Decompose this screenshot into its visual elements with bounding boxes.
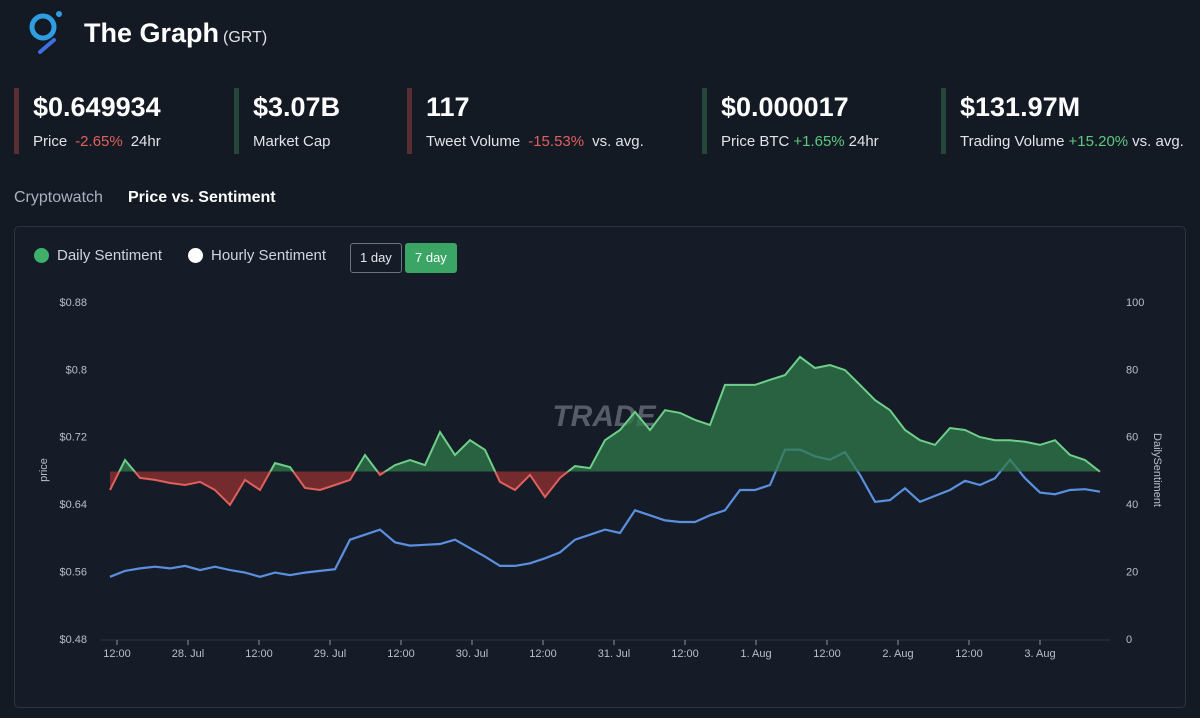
range-button-active[interactable]: 7 day	[405, 243, 457, 273]
stat-label-row: Price BTC +1.65% 24hr	[721, 133, 879, 150]
x-tick-label: 12:00	[529, 648, 557, 660]
stat-card: $0.649934 Price -2.65% 24hr	[14, 88, 161, 154]
x-tick-label: 31. Jul	[598, 648, 630, 660]
y2-tick-label: 20	[1126, 567, 1138, 579]
legend-label: Daily Sentiment	[57, 247, 163, 264]
range-button[interactable]: 1 day	[350, 243, 402, 273]
stat-value: $0.649934	[33, 92, 161, 122]
stat-card: $0.000017 Price BTC +1.65% 24hr	[702, 88, 879, 154]
legend-item: Daily Sentiment	[34, 247, 162, 264]
x-tick-label: 2. Aug	[882, 648, 913, 660]
y2-tick-label: 0	[1126, 634, 1132, 646]
legend-label: Hourly Sentiment	[211, 247, 327, 264]
stat-change: -2.65%	[75, 133, 123, 150]
stat-suffix: 24hr	[848, 133, 879, 150]
stat-label: Market Cap	[253, 133, 331, 150]
y2-tick-label: 100	[1126, 297, 1144, 309]
stat-label: Price BTC	[721, 133, 790, 150]
x-tick-label: 12:00	[245, 648, 273, 660]
stat-suffix: vs. avg.	[592, 133, 644, 150]
y-tick-label: $0.72	[59, 432, 87, 444]
y-tick-label: $0.56	[59, 567, 87, 579]
stat-label: Tweet Volume	[426, 133, 521, 150]
stat-value: $0.000017	[721, 92, 849, 122]
y-tick-label: $0.64	[59, 499, 87, 511]
x-tick-label: 12:00	[813, 648, 841, 660]
stat-label-row: Market Cap	[253, 133, 340, 150]
y-axis-label: price	[38, 458, 50, 482]
legend-dot	[188, 248, 203, 263]
x-tick-label: 1. Aug	[740, 648, 771, 660]
stat-card: $3.07B Market Cap	[234, 88, 340, 154]
y2-tick-label: 80	[1126, 364, 1138, 376]
stat-suffix: 24hr	[130, 133, 161, 150]
stat-label: Price	[33, 133, 68, 150]
y-tick-label: $0.48	[59, 634, 87, 646]
title: The Graph	[84, 18, 220, 48]
stat-value: $3.07B	[253, 92, 341, 122]
tab[interactable]: Cryptowatch	[14, 189, 103, 206]
sentiment-line-positive	[118, 355, 1101, 472]
stat-label-row: Tweet Volume -15.53% vs. avg.	[426, 133, 644, 150]
stat-label-row: Price -2.65% 24hr	[33, 133, 161, 150]
title-block: The Graph (GRT)	[84, 18, 267, 49]
stat-change: -15.53%	[528, 133, 585, 150]
stat-suffix: vs. avg.	[1132, 133, 1184, 150]
stat-value: 117	[426, 92, 470, 122]
stat-value: $131.97M	[960, 92, 1081, 122]
x-tick-label: 30. Jul	[456, 648, 488, 660]
y2-tick-label: 60	[1126, 432, 1138, 444]
x-tick-label: 12:00	[103, 648, 131, 660]
y2-tick-label: 40	[1126, 499, 1138, 511]
stat-card: 117 Tweet Volume -15.53% vs. avg.	[407, 88, 644, 154]
stat-card: $131.97M Trading Volume +15.20% vs. avg.	[941, 88, 1184, 154]
logo	[29, 11, 62, 54]
stat-label-row: Trading Volume +15.20% vs. avg.	[960, 133, 1184, 150]
price-line	[109, 448, 1101, 578]
stat-change: +15.20%	[1068, 133, 1129, 150]
ticker: (GRT)	[223, 29, 268, 46]
x-tick-label: 12:00	[671, 648, 699, 660]
x-tick-label: 12:00	[387, 648, 415, 660]
sentiment-area-positive	[110, 356, 1100, 472]
tab-active[interactable]: Price vs. Sentiment	[128, 189, 276, 206]
y-tick-label: $0.88	[59, 297, 87, 309]
x-tick-label: 12:00	[955, 648, 983, 660]
legend-dot	[34, 248, 49, 263]
stat-label: Trading Volume	[960, 133, 1065, 150]
y-tick-label: $0.8	[66, 364, 87, 376]
stat-change: +1.65%	[793, 133, 845, 150]
legend-item: Hourly Sentiment	[188, 247, 326, 264]
y2-axis-label: DailySentiment	[1151, 433, 1163, 507]
x-tick-label: 29. Jul	[314, 648, 346, 660]
x-tick-label: 28. Jul	[172, 648, 204, 660]
x-tick-label: 3. Aug	[1024, 648, 1055, 660]
